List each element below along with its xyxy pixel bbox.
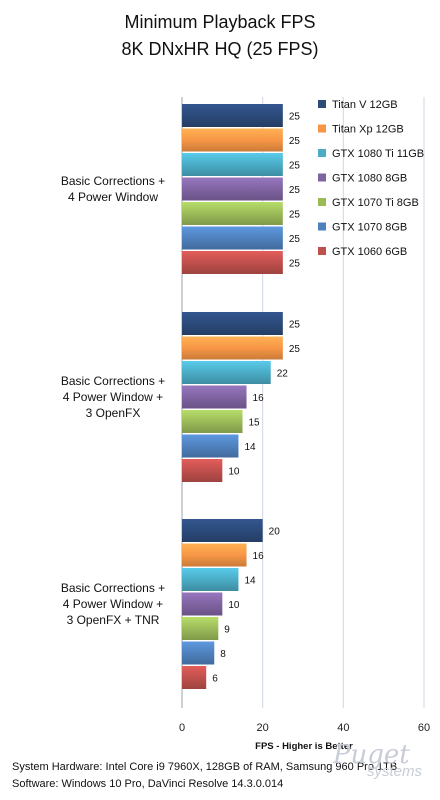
x-tick-label: 0: [179, 722, 185, 734]
data-label: 22: [277, 369, 289, 380]
chart-subtitle: 8K DNxHR HQ (25 FPS): [121, 39, 318, 59]
bar: [182, 617, 219, 640]
bar: [182, 361, 271, 384]
data-label: 14: [244, 576, 256, 587]
bar: [182, 459, 223, 482]
software-text: Software: Windows 10 Pro, DaVinci Resolv…: [12, 778, 284, 790]
legend-swatch: [318, 247, 326, 255]
x-tick-label: 20: [257, 722, 269, 734]
bar: [182, 177, 283, 201]
bar-chart: Minimum Playback FPS 8K DNxHR HQ (25 FPS)…: [61, 12, 430, 752]
bar: [182, 202, 283, 225]
category-label: 4 Power Window: [68, 190, 158, 204]
category-label: Basic Corrections +: [61, 581, 165, 595]
data-label: 14: [244, 442, 256, 453]
data-label: 16: [253, 551, 265, 562]
category-label: 4 Power Window +: [63, 390, 163, 404]
legend-entry: GTX 1080 Ti 11GB: [332, 148, 424, 160]
category-label: 4 Power Window +: [63, 597, 163, 611]
bar: [182, 434, 239, 458]
bar: [182, 104, 283, 127]
data-label: 25: [289, 210, 301, 221]
legend-entry: Titan Xp 12GB: [332, 124, 404, 136]
legend-swatch: [318, 124, 326, 133]
data-label: 8: [220, 649, 226, 660]
legend-swatch: [318, 100, 326, 108]
bar: [182, 592, 223, 616]
category-label: Basic Corrections +: [61, 174, 165, 188]
legend-swatch: [318, 198, 326, 206]
data-label: 25: [289, 112, 301, 123]
legend-swatch: [318, 173, 326, 182]
data-label: 15: [249, 418, 261, 429]
bar: [182, 543, 247, 567]
bar: [182, 568, 239, 591]
data-label: 25: [289, 136, 301, 147]
legend-entry: GTX 1070 Ti 8GB: [332, 197, 419, 209]
data-label: 25: [289, 161, 301, 172]
data-label: 9: [224, 625, 230, 636]
category-label: 3 OpenFX + TNR: [67, 613, 160, 627]
bar: [182, 128, 283, 152]
bar: [182, 666, 207, 689]
data-label: 25: [289, 259, 301, 270]
brand-logo: Puget systems: [333, 742, 422, 779]
legend-entry: GTX 1060 6GB: [332, 246, 407, 258]
data-label: 20: [269, 527, 281, 538]
legend-swatch: [318, 149, 326, 157]
brand-sub: systems: [366, 763, 422, 780]
bar: [182, 336, 283, 360]
data-label: 16: [253, 393, 265, 404]
legend-entry: GTX 1080 8GB: [332, 173, 407, 185]
category-label: 3 OpenFX: [86, 406, 141, 420]
x-tick-label: 40: [337, 722, 349, 734]
brand-name: Puget: [332, 740, 410, 770]
bar: [182, 312, 283, 335]
bar: [182, 251, 283, 274]
data-label: 10: [228, 600, 240, 611]
legend-entry: Titan V 12GB: [332, 99, 398, 111]
data-label: 6: [212, 674, 218, 685]
system-hardware-text: System Hardware: Intel Core i9 7960X, 12…: [12, 761, 398, 773]
bar: [182, 641, 215, 665]
bar: [182, 385, 247, 409]
data-label: 10: [228, 467, 240, 478]
category-label: Basic Corrections +: [61, 374, 165, 388]
bar: [182, 226, 283, 250]
bar: [182, 519, 263, 542]
data-label: 25: [289, 344, 301, 355]
data-label: 25: [289, 185, 301, 196]
legend-swatch: [318, 222, 326, 231]
bar: [182, 410, 243, 433]
x-tick-label: 60: [418, 722, 430, 734]
x-axis-label: FPS - Higher is Better: [255, 741, 353, 752]
legend-entry: GTX 1070 8GB: [332, 222, 407, 234]
chart-title: Minimum Playback FPS: [124, 12, 315, 32]
data-label: 25: [289, 234, 301, 245]
data-label: 25: [289, 320, 301, 331]
bar: [182, 153, 283, 176]
